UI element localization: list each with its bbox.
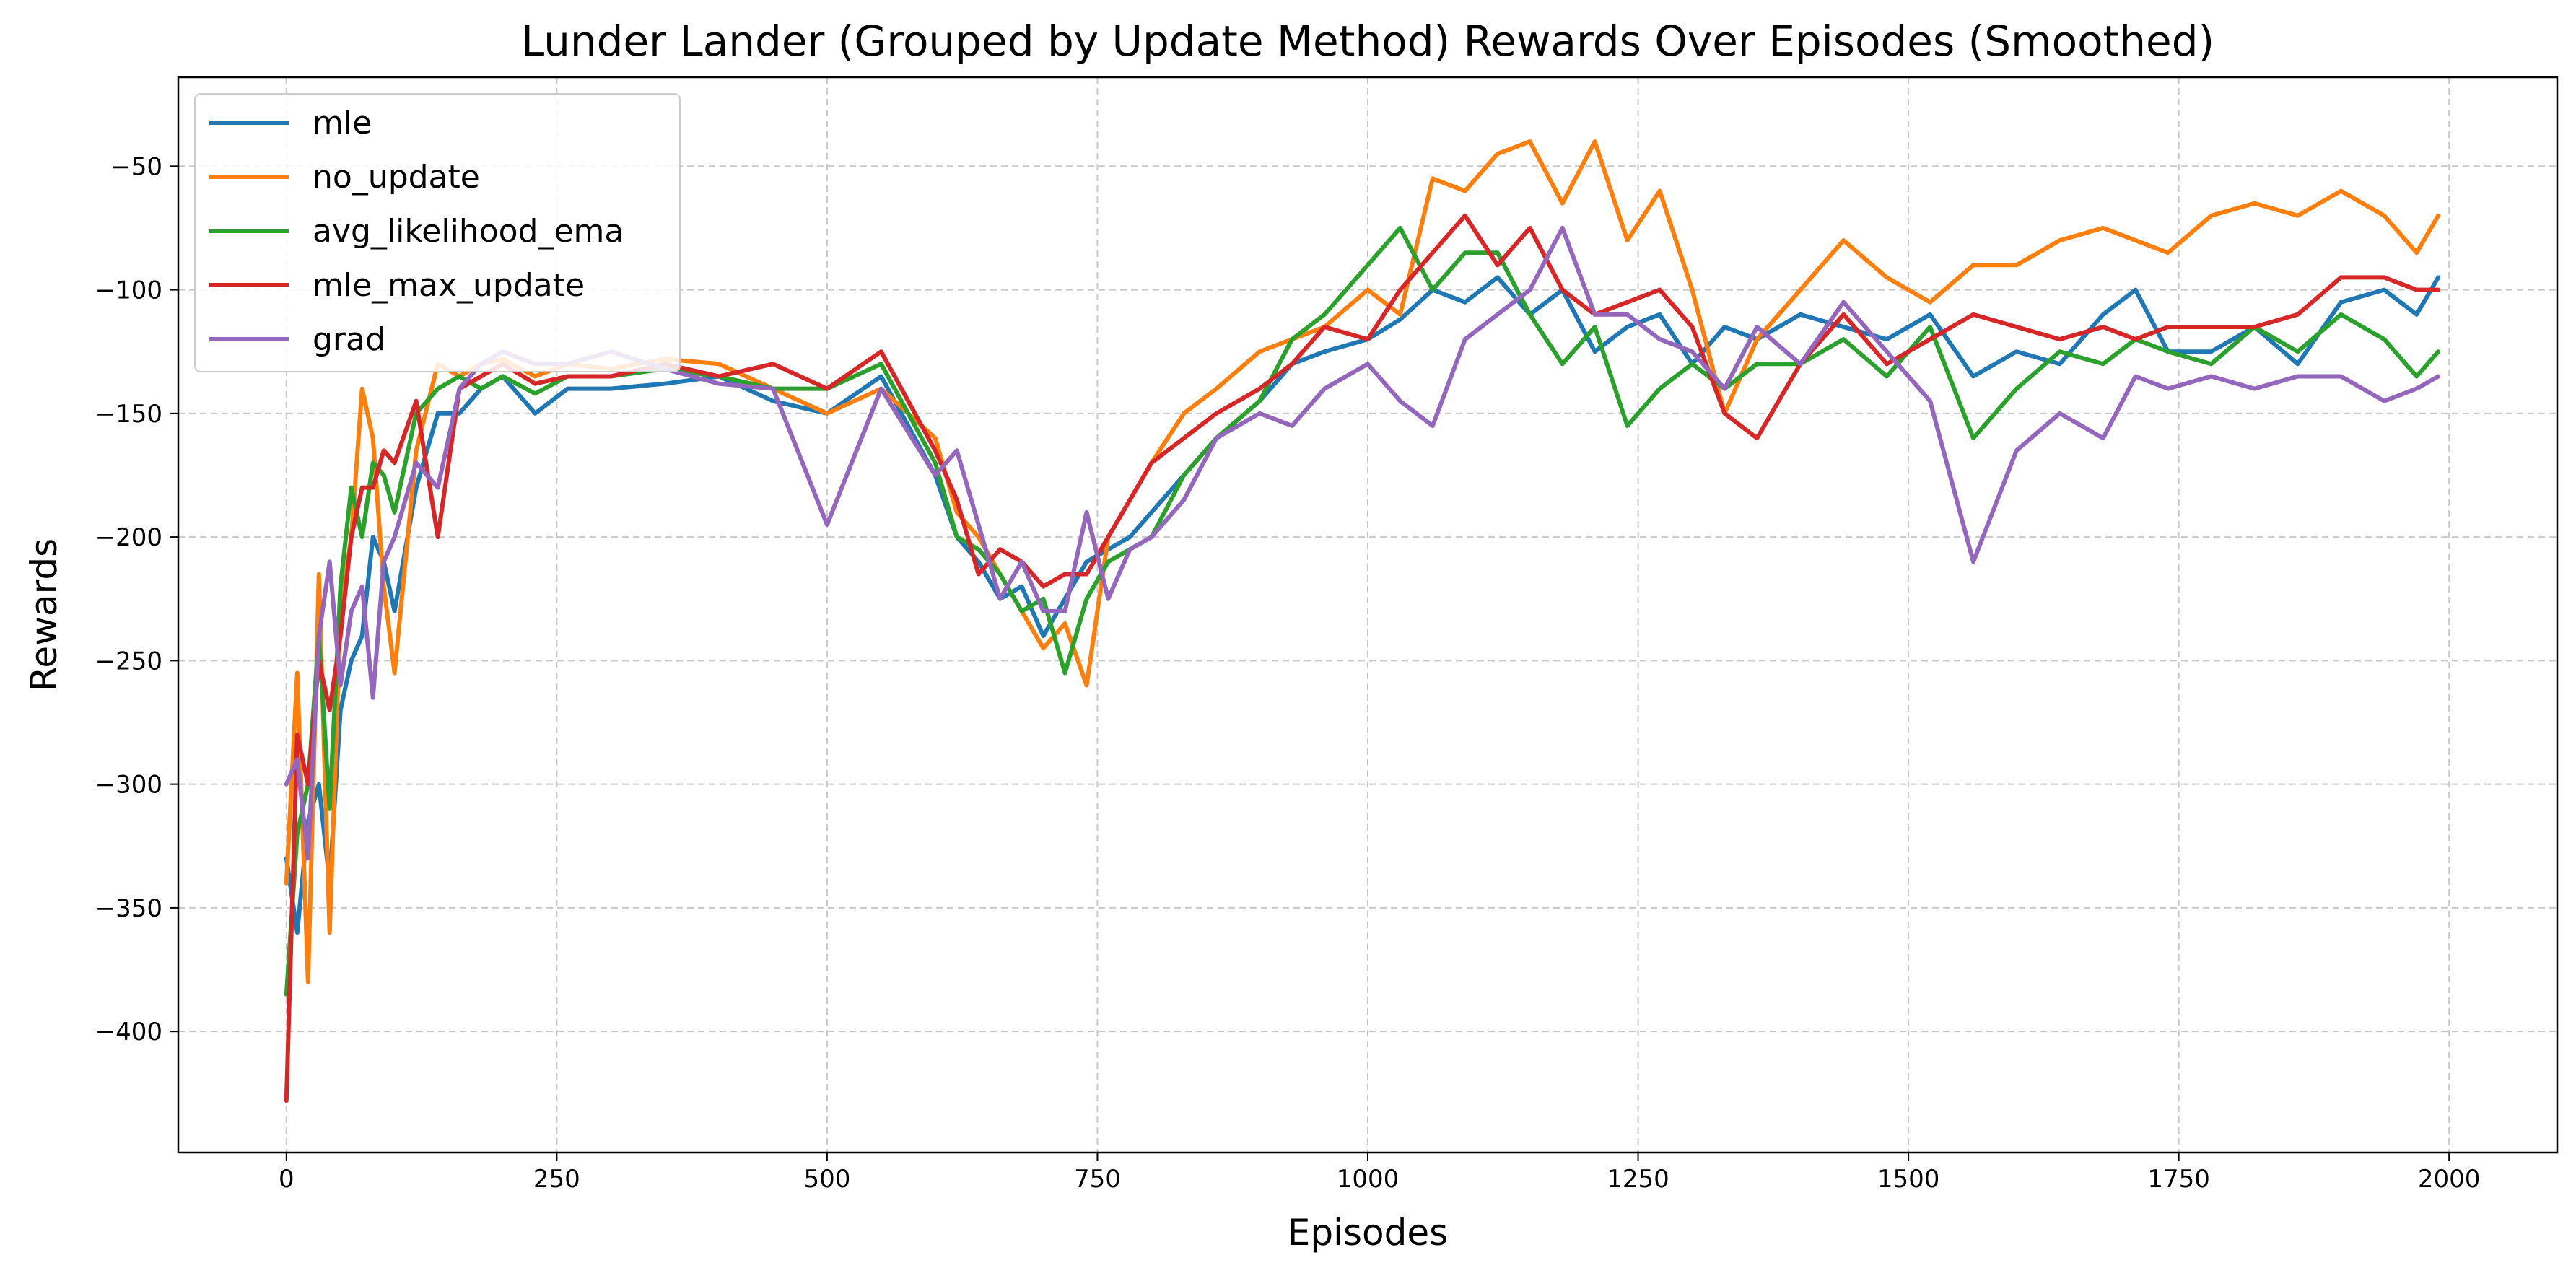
x-tick-label: 750 [1074,1165,1121,1194]
series-line-avg_likelihood_ema [284,225,2441,997]
y-tick-label: −50 [110,152,162,181]
legend-label-mle: mle [313,105,372,141]
x-tick-label: 250 [533,1165,580,1194]
y-axis-label: Rewards [23,538,65,691]
y-tick-label: −100 [95,276,162,305]
y-tick-label: −300 [95,771,162,800]
x-tick-label: 1250 [1607,1165,1669,1194]
series-line-grad [284,225,2441,861]
x-axis-label: Episodes [1288,1212,1448,1254]
legend: mle no_update avg_likelihood_ema mle_max_up… [194,93,681,372]
axis-ticks: 0 250 500 750 1000 1250 1500 1750 2000 −400 −350 −3… [95,152,2481,1194]
x-tick-label: 1500 [1877,1165,1940,1194]
series-line-no_update [284,139,2441,984]
legend-box [194,93,681,372]
y-tick-label: −350 [95,894,162,923]
chart-title: Lunder Lander (Grouped by Update Method)… [521,17,2214,66]
series-line-mle [284,275,2441,935]
y-tick-label: −400 [95,1018,162,1046]
legend-label-grad: grad [313,321,385,358]
x-tick-label: 0 [279,1165,294,1194]
x-tick-label: 2000 [2418,1165,2481,1194]
legend-label-no_update: no_update [313,159,480,196]
x-tick-label: 1000 [1337,1165,1400,1194]
x-tick-label: 1750 [2147,1165,2210,1194]
series-lines [284,139,2441,1103]
y-tick-label: −150 [95,400,162,429]
y-tick-label: −250 [95,647,162,676]
x-tick-label: 500 [803,1165,850,1194]
series-line-mle_max_update [284,213,2441,1103]
y-tick-label: −200 [95,523,162,552]
legend-label-mle_max_update: mle_max_update [313,267,585,304]
legend-label-avg_likelihood_ema: avg_likelihood_ema [313,213,624,250]
